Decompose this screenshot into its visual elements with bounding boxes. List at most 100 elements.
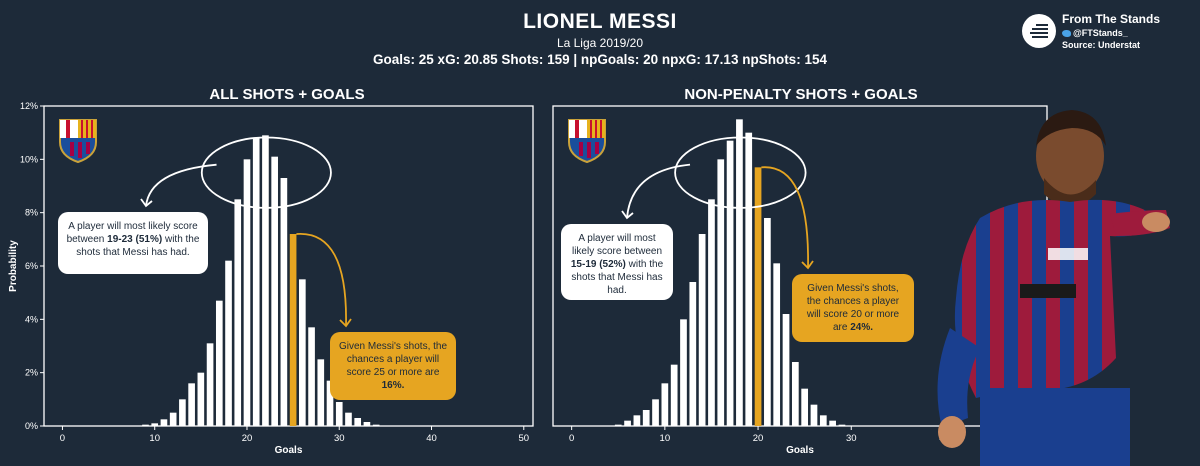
bar	[354, 418, 362, 426]
bar	[234, 199, 242, 426]
bar	[782, 314, 790, 426]
arrow-head	[621, 210, 634, 220]
arrow-head	[801, 260, 814, 270]
annotation-arrow	[145, 163, 217, 207]
annotation-text: with the shots that Messi has had.	[571, 259, 664, 296]
x-tick-label: 30	[334, 433, 345, 444]
y-axis-label: Probability	[8, 240, 19, 292]
peak-highlight-ellipse	[674, 136, 807, 209]
highlight-arrow	[761, 166, 809, 269]
y-tick-label: 12%	[20, 101, 38, 111]
x-tick-label: 40	[426, 433, 437, 444]
annotation-highlight: 15-19 (52%)	[570, 259, 626, 270]
bar	[160, 419, 168, 426]
stats-line: Goals: 25 xG: 20.85 Shots: 159 | npGoals…	[373, 52, 827, 67]
brand-handle-row[interactable]: @FTStands_	[1062, 28, 1128, 38]
bar	[335, 402, 343, 426]
x-axis-label: Goals	[786, 445, 814, 456]
bar	[262, 135, 269, 427]
y-tick-label: 2%	[25, 368, 38, 378]
bar	[188, 383, 195, 426]
brand-handle[interactable]: @FTStands_	[1073, 28, 1128, 38]
annotation-arrow	[626, 163, 691, 219]
bar	[791, 362, 799, 426]
y-tick-label: 8%	[25, 208, 38, 218]
bar	[271, 156, 278, 426]
brand-block: From The Stands @FTStands_ Source: Under…	[1022, 12, 1192, 60]
annotation-text: Given Messi's shots, the chances a playe…	[806, 283, 900, 333]
annotation-highlight: 19-23 (51%)	[107, 234, 163, 245]
bar	[317, 359, 325, 426]
bar	[197, 372, 205, 426]
annotation-highlight: 24%.	[850, 322, 874, 333]
bar	[280, 178, 288, 426]
bar	[773, 263, 781, 426]
x-tick-label: 0	[569, 433, 574, 444]
annotation-text: A player will most likely score between	[66, 221, 198, 245]
bar	[717, 159, 725, 427]
bar	[206, 343, 214, 426]
bar	[633, 415, 641, 426]
bar	[179, 399, 186, 426]
annotation-most-likely-np: A player will most likely score between …	[561, 224, 673, 300]
player-photo	[937, 110, 1170, 466]
x-tick-label: 30	[846, 433, 857, 444]
bar	[642, 410, 650, 426]
bar	[819, 415, 827, 426]
x-tick-label: 50	[518, 433, 529, 444]
annotation-chance-np: Given Messi's shots, the chances a playe…	[792, 274, 914, 342]
annotation-highlight: 16%.	[381, 380, 405, 391]
bar	[142, 424, 149, 426]
chart-subtitle: La Liga 2019/20	[556, 36, 644, 50]
x-tick-label: 10	[149, 433, 160, 444]
bar	[801, 388, 809, 426]
bar	[151, 423, 159, 426]
annotation-text: A player will most likely score between	[571, 233, 663, 257]
bar	[670, 364, 678, 426]
bar	[326, 380, 334, 426]
data-source: Source: Understat	[1062, 40, 1141, 50]
arrow-head	[140, 198, 153, 208]
annotation-chance-all: Given Messi's shots, the chances a playe…	[330, 332, 456, 400]
x-tick-label: 0	[60, 433, 65, 444]
x-tick-label: 20	[753, 433, 764, 444]
twitter-bird-icon	[1062, 30, 1071, 38]
bar	[810, 404, 818, 426]
highlight-bar	[289, 234, 297, 426]
peak-highlight-ellipse	[200, 136, 332, 209]
x-tick-label: 20	[242, 433, 253, 444]
bar	[689, 282, 697, 426]
annotation-text: with the shots that Messi has had.	[76, 234, 200, 258]
x-tick-label: 10	[660, 433, 671, 444]
bar	[698, 234, 706, 426]
bar	[680, 319, 687, 426]
bar	[726, 140, 734, 426]
bar	[243, 159, 251, 427]
arrow-head	[339, 318, 352, 328]
y-tick-label: 6%	[25, 261, 38, 271]
bar	[708, 199, 715, 426]
y-tick-label: 0%	[25, 421, 38, 431]
bar	[363, 422, 371, 426]
bar	[624, 420, 631, 426]
y-tick-label: 10%	[20, 154, 38, 164]
bar	[225, 260, 232, 426]
highlight-bar	[754, 167, 762, 427]
y-tick-label: 4%	[25, 314, 38, 324]
brand-name: From The Stands	[1062, 12, 1161, 26]
annotation-text: Given Messi's shots, the chances a playe…	[338, 341, 448, 378]
bar	[169, 412, 177, 426]
panel-title-np: NON-PENALTY SHOTS + GOALS	[684, 86, 918, 103]
club-crest-icon	[565, 116, 609, 164]
bar	[838, 424, 846, 426]
bar	[661, 383, 669, 426]
bar	[745, 132, 753, 426]
bar	[308, 327, 315, 426]
bar	[252, 138, 260, 426]
club-crest-icon	[56, 116, 100, 164]
bar	[299, 279, 306, 426]
x-axis-label: Goals	[275, 445, 303, 456]
highlight-arrow	[296, 233, 347, 327]
bar	[215, 300, 223, 426]
